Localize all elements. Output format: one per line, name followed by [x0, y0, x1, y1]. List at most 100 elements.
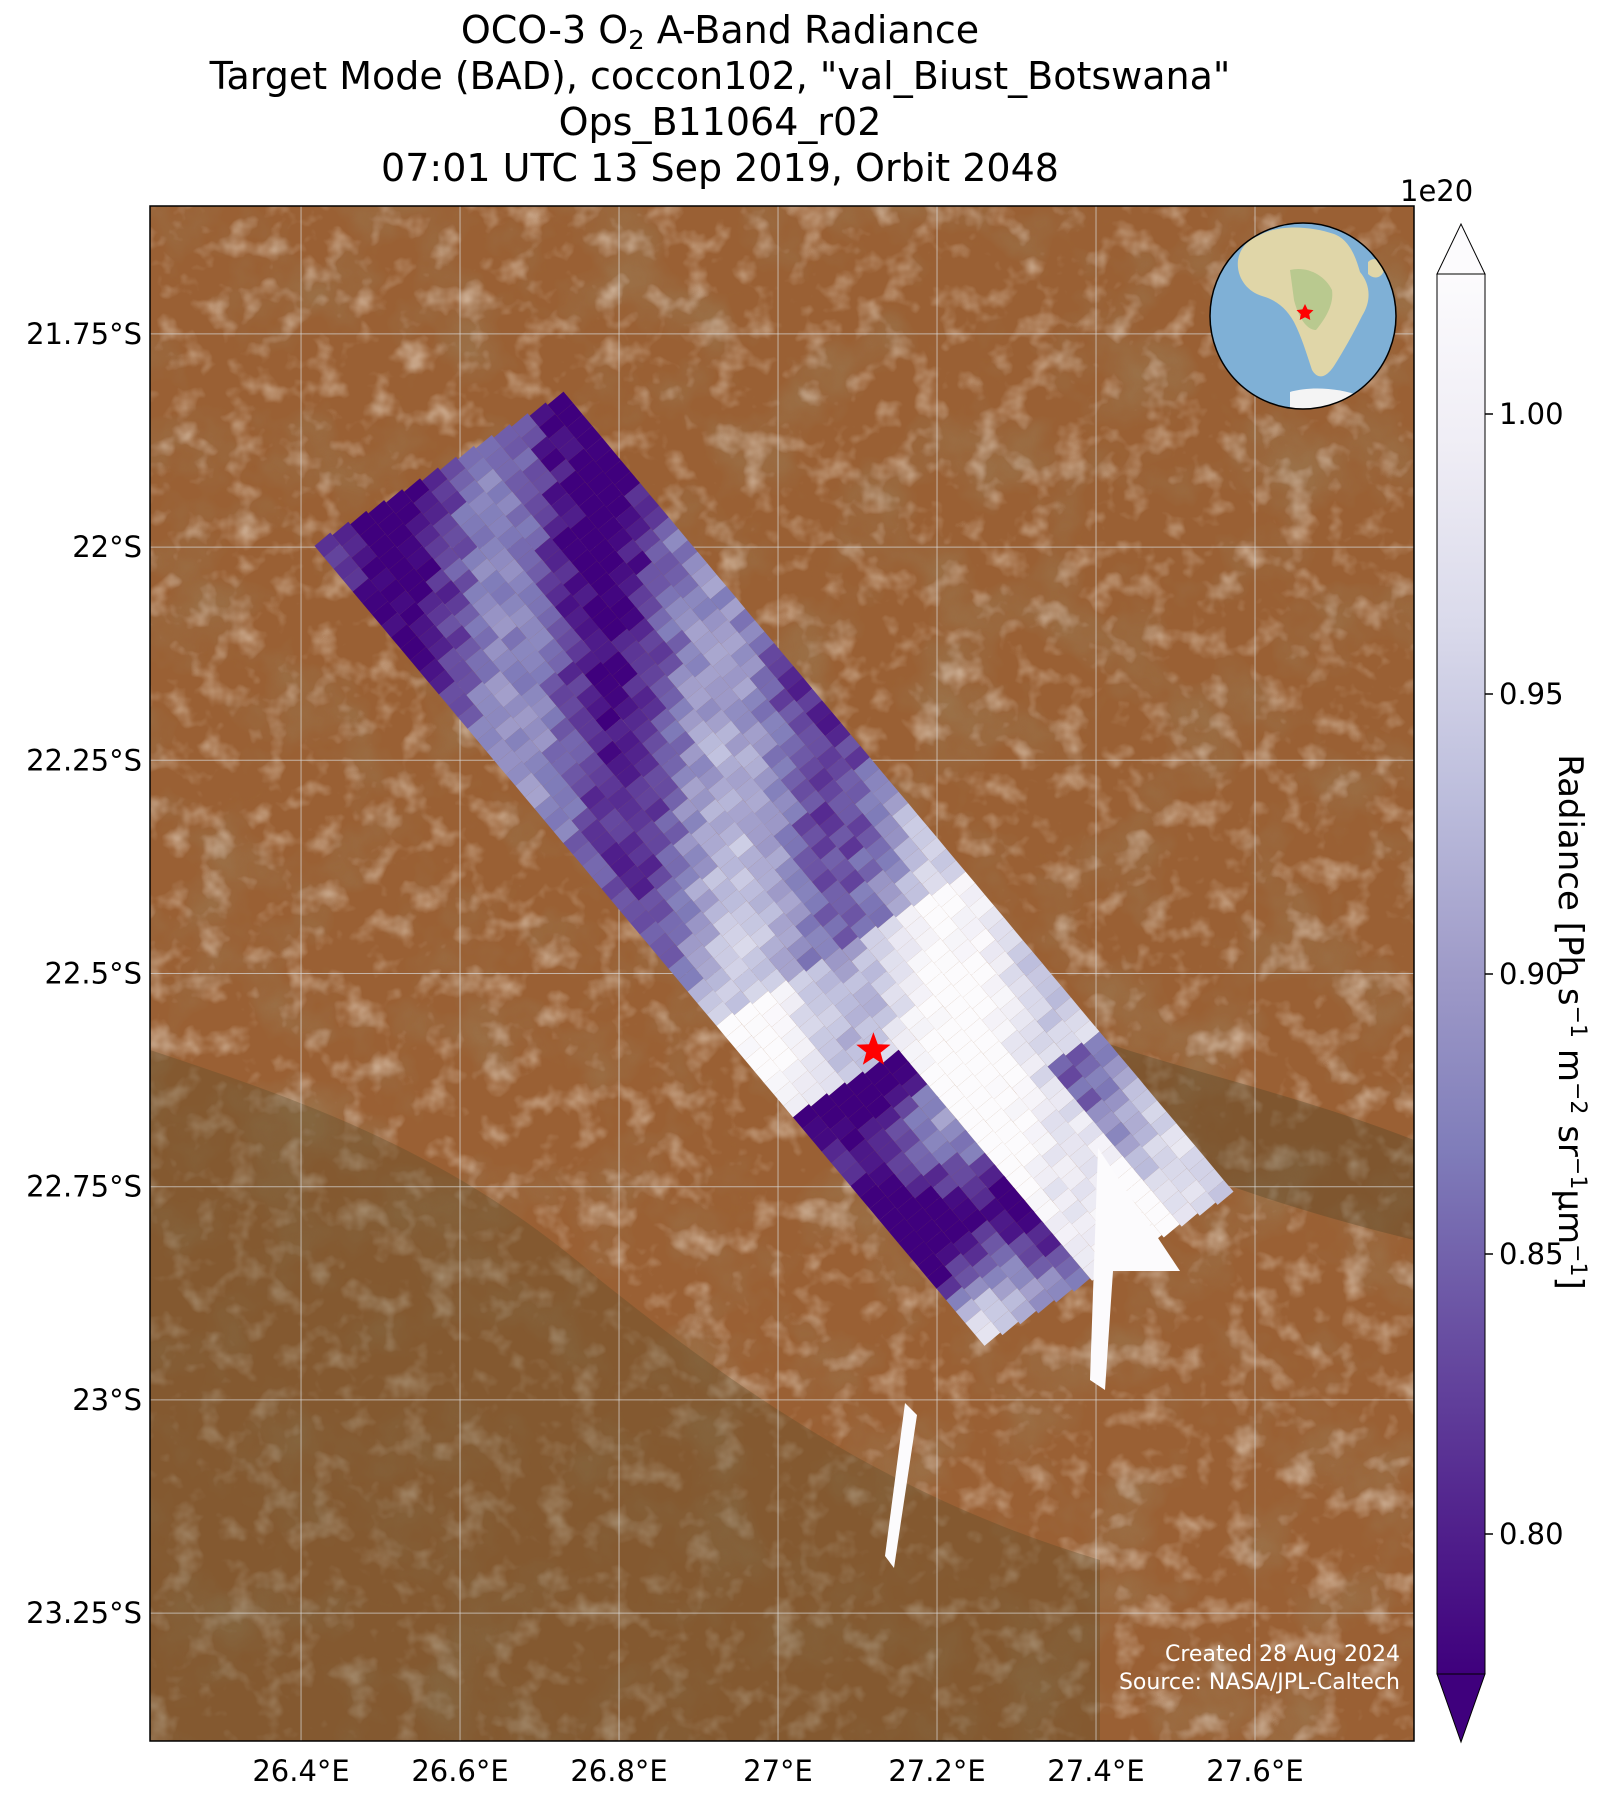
swath-sounding [380, 578, 406, 604]
swath-sounding [404, 478, 430, 504]
swath-sounding [533, 761, 559, 787]
swath-sounding [970, 928, 996, 953]
swath-sounding [409, 613, 435, 638]
swath-sounding [1052, 1188, 1078, 1213]
swath-sounding [1035, 1232, 1062, 1258]
swath-sounding [905, 915, 931, 941]
swath-sounding [999, 996, 1026, 1021]
swath-sounding [594, 673, 620, 698]
swath-sounding [877, 915, 904, 940]
swath-sounding [625, 516, 651, 542]
swath-sounding [964, 1017, 990, 1043]
swath-sounding [1064, 1267, 1090, 1292]
swath-sounding [693, 888, 720, 914]
swath-sounding [1025, 1187, 1051, 1213]
swath-sounding [1035, 974, 1062, 1000]
swath-sounding [719, 597, 746, 623]
swath-sounding [585, 437, 612, 463]
swath-sounding [773, 823, 800, 848]
swath-sounding [876, 1139, 903, 1165]
swath-sounding [620, 640, 647, 665]
swath-sounding [705, 709, 731, 734]
swath-sounding [858, 892, 885, 917]
swath-sounding [913, 893, 940, 918]
swath-sounding [612, 662, 638, 688]
swath-sounding [715, 978, 741, 1004]
swath-sounding [801, 1081, 827, 1107]
swath-sounding [481, 603, 508, 629]
swath-sounding [512, 447, 539, 472]
swath-sounding [1000, 1254, 1026, 1280]
swath-sounding [1026, 1221, 1052, 1246]
swath-sounding [954, 1006, 980, 1032]
swath-sounding [894, 870, 920, 896]
swath-sounding [739, 878, 765, 904]
swath-sounding [749, 665, 776, 691]
swath-sounding [912, 859, 938, 885]
swath-sounding [747, 856, 773, 881]
swath-sounding [407, 579, 434, 605]
swath-sounding [816, 1003, 843, 1029]
swath-sounding [815, 711, 842, 737]
swath-sounding [480, 569, 507, 595]
lon-tick-label: 27.2°E [888, 1754, 985, 1788]
swath-sounding [504, 469, 530, 494]
swath-sounding [990, 1242, 1016, 1268]
swath-sounding [874, 1072, 900, 1097]
swath-sounding [670, 764, 697, 790]
swath-sounding [922, 1129, 948, 1154]
swath-sounding [917, 994, 943, 1020]
lat-tick-label: 22.25°S [26, 743, 142, 777]
swath-sounding [636, 561, 662, 587]
swath-sounding [590, 830, 617, 856]
swath-sounding [848, 1105, 874, 1130]
swath-sounding [893, 836, 919, 862]
swath-sounding [940, 860, 966, 885]
swath-sounding [467, 457, 493, 482]
swath-sounding [907, 1241, 934, 1266]
swath-sounding [1112, 1065, 1138, 1091]
swath-sounding [943, 961, 970, 986]
swath-sounding [968, 894, 995, 920]
swath-sounding [588, 762, 614, 788]
swath-sounding [740, 912, 766, 937]
swath-sounding [477, 468, 503, 494]
swath-sounding [924, 938, 950, 964]
swath-sounding [591, 605, 618, 631]
swath-sounding [737, 844, 764, 870]
swath-sounding [720, 855, 746, 881]
swath-sounding [614, 471, 641, 497]
swath-sounding [665, 854, 691, 880]
swath-sounding [1026, 963, 1052, 988]
swath-sounding [773, 1081, 800, 1106]
swath-sounding [997, 928, 1023, 954]
swath-sounding [539, 672, 565, 697]
swath-sounding [833, 959, 860, 984]
swath-sounding [685, 910, 711, 936]
swath-sounding [675, 641, 702, 666]
swath-sounding [449, 468, 475, 493]
swath-sounding [595, 448, 621, 474]
title-line-1: OCO-3 O2 A-Band Radiance [0, 8, 1440, 63]
swath-sounding [1198, 1168, 1224, 1194]
swath-sounding [724, 990, 751, 1016]
swath-sounding [847, 847, 874, 872]
swath-sounding [959, 883, 985, 908]
swath-sounding [985, 1108, 1011, 1133]
swath-sounding [874, 813, 900, 839]
swath-sounding [839, 869, 865, 894]
swath-sounding [1135, 1189, 1161, 1215]
swath-sounding [1045, 1244, 1071, 1269]
swath-sounding [1043, 1176, 1069, 1202]
swath-sounding [638, 887, 665, 913]
swath-sounding [886, 1150, 912, 1176]
swath-sounding [906, 949, 932, 974]
swath-sounding [624, 483, 650, 508]
swath-sounding [425, 568, 452, 594]
swath-sounding [1045, 985, 1071, 1011]
swath-sounding [580, 785, 606, 810]
swath-sounding [659, 944, 685, 969]
swath-sounding [836, 768, 862, 793]
swath-sounding [863, 768, 889, 794]
